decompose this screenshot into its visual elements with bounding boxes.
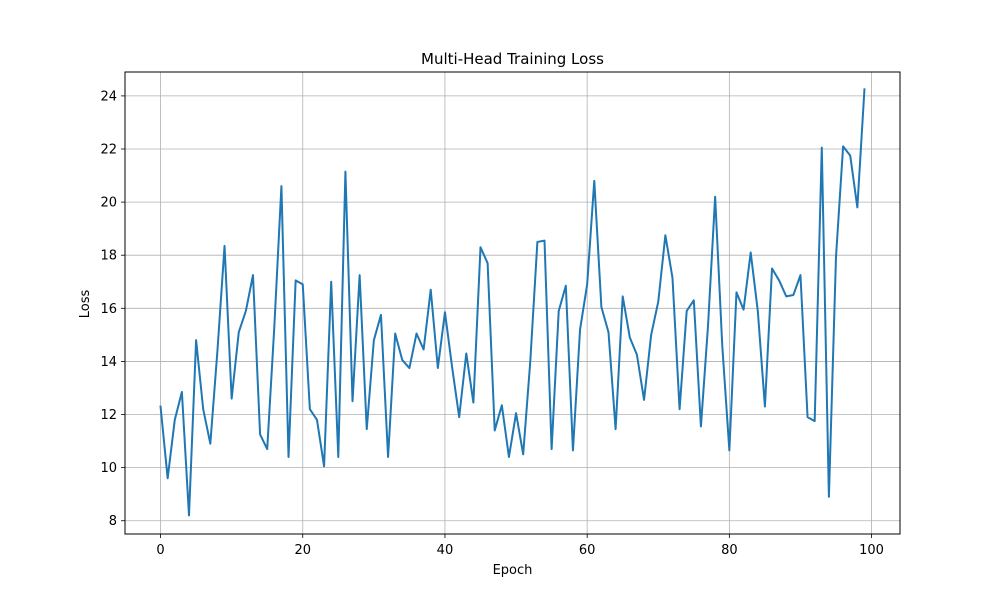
x-tick-label: 100 bbox=[859, 543, 884, 558]
y-tick-label: 8 bbox=[109, 514, 117, 529]
x-tick-label: 20 bbox=[294, 543, 311, 558]
x-tick-label: 60 bbox=[579, 543, 596, 558]
y-tick-label: 14 bbox=[100, 355, 117, 370]
series-line-0 bbox=[159, 88, 866, 517]
y-axis-label: Loss bbox=[78, 290, 93, 319]
y-tick-label: 10 bbox=[100, 461, 117, 476]
y-tick-label: 16 bbox=[100, 302, 117, 317]
chart-title: Multi-Head Training Loss bbox=[421, 50, 604, 68]
y-tick-label: 20 bbox=[100, 196, 117, 211]
gridlines bbox=[125, 72, 900, 534]
x-tick-label: 40 bbox=[437, 543, 454, 558]
axis-ticks: 0 20 40 60 80 100 8 10 12 14 16 18 20 22 24 bbox=[100, 89, 884, 558]
y-tick-label: 24 bbox=[100, 89, 117, 104]
plot-frame bbox=[124, 71, 901, 535]
y-tick-label: 18 bbox=[100, 249, 117, 264]
y-tick-label: 22 bbox=[100, 143, 117, 158]
y-tick-label: 12 bbox=[100, 408, 117, 423]
x-axis-label: Epoch bbox=[493, 563, 533, 578]
series-layer bbox=[159, 88, 866, 517]
x-tick-label: 80 bbox=[721, 543, 738, 558]
x-tick-label: 0 bbox=[156, 543, 164, 558]
